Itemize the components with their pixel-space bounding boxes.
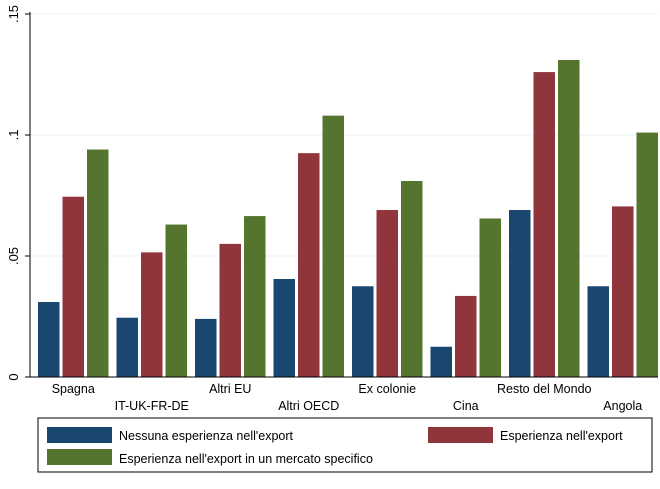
y-tick-label: .05 — [6, 247, 21, 265]
legend-label: Nessuna esperienza nell'export — [119, 429, 294, 443]
legend-box — [37, 417, 653, 473]
bar — [62, 196, 84, 377]
bar — [244, 216, 266, 377]
bar — [401, 180, 423, 377]
bar — [376, 210, 398, 377]
x-tick-label: Resto del Mondo — [497, 382, 592, 396]
bar — [38, 301, 60, 377]
bar — [116, 317, 138, 377]
bar — [87, 149, 109, 377]
axes: 0 .05 .1 .15 Spagna IT-UK-FR-DE Altri EU Altri … — [6, 5, 658, 413]
legend-label: Esperienza nell'export in un mercato spe… — [119, 452, 373, 466]
bar — [219, 243, 241, 377]
bar — [587, 286, 609, 377]
x-tick-label: Spagna — [52, 382, 95, 396]
x-tick-label: Cina — [453, 399, 479, 413]
bar — [141, 252, 163, 377]
bar — [322, 115, 344, 377]
bar — [165, 224, 187, 377]
bar — [195, 318, 217, 377]
legend: Nessuna esperienza nell'export Esperienza… — [37, 417, 653, 473]
y-tick-label: .15 — [6, 5, 21, 23]
bar — [273, 278, 295, 377]
x-tick-label: Ex colonie — [358, 382, 416, 396]
legend-swatch — [47, 427, 112, 443]
bar — [636, 132, 658, 377]
bar — [509, 210, 531, 377]
bar — [455, 295, 477, 377]
x-tick-label: IT-UK-FR-DE — [115, 399, 189, 413]
bar — [612, 206, 634, 377]
legend-swatch — [47, 449, 112, 465]
bars — [38, 59, 658, 377]
bar — [558, 59, 580, 377]
bar — [533, 72, 555, 377]
legend-label: Esperienza nell'export — [500, 429, 623, 443]
bar — [298, 153, 320, 377]
bar — [479, 218, 501, 377]
x-tick-label: Altri OECD — [278, 399, 339, 413]
legend-swatch — [428, 427, 493, 443]
bar — [352, 286, 374, 377]
y-tick-label: .1 — [6, 130, 21, 141]
x-tick-label: Altri EU — [209, 382, 251, 396]
bar — [430, 346, 452, 377]
x-tick-label: Angola — [603, 399, 642, 413]
y-tick-label: 0 — [6, 373, 21, 380]
